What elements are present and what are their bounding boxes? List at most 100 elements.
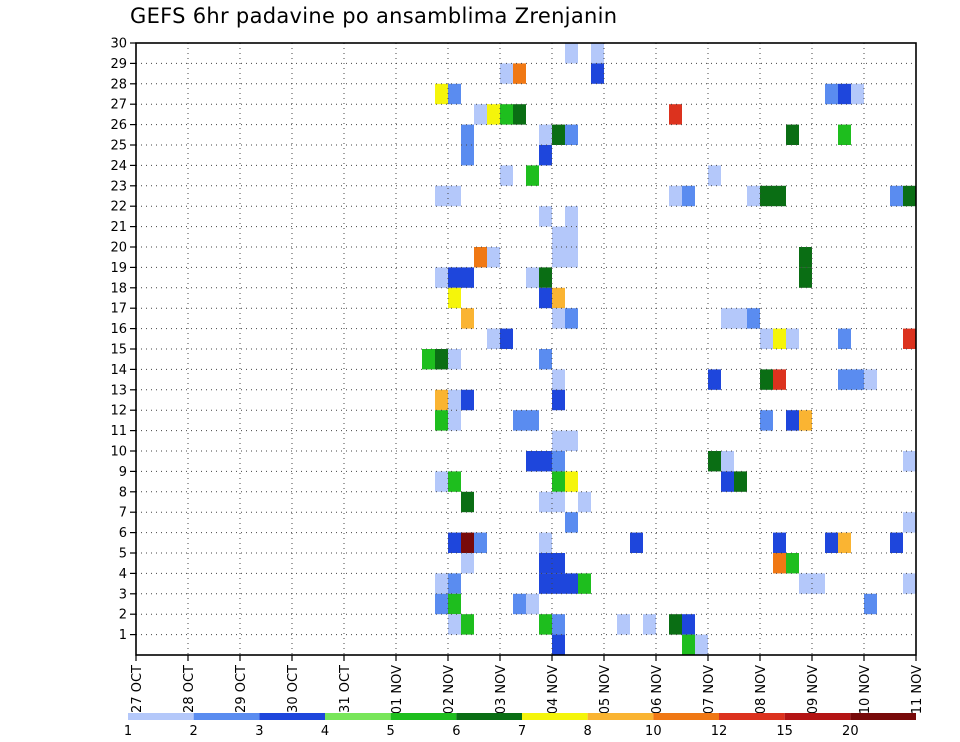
colorbar-label: 5 (387, 724, 395, 739)
y-tick-label: 24 (110, 159, 127, 174)
heatmap-cell (435, 593, 448, 615)
y-tick-label: 18 (110, 281, 127, 296)
heatmap-cell (526, 410, 539, 431)
heatmap-cell (448, 471, 461, 492)
heatmap-cell (474, 532, 487, 553)
heatmap-cell (539, 614, 552, 635)
heatmap-cell (565, 247, 578, 268)
y-tick-label: 12 (110, 404, 127, 419)
y-tick-label: 7 (119, 506, 127, 521)
heatmap-cell (448, 267, 461, 288)
heatmap-cell (539, 206, 552, 227)
heatmap-cell (448, 573, 461, 594)
y-tick-label: 14 (110, 363, 127, 378)
heatmap-cell (786, 328, 799, 349)
y-tick-label: 30 (110, 37, 127, 52)
heatmap-cell (565, 512, 578, 533)
heatmap-cell (461, 389, 474, 411)
heatmap-cell (539, 145, 552, 166)
heatmap-cell (474, 104, 487, 125)
heatmap-cell (500, 63, 513, 84)
x-tick-label: 03 NOV (494, 665, 509, 714)
y-tick-label: 13 (110, 383, 127, 398)
colorbar-segment (587, 713, 654, 720)
y-tick-label: 21 (110, 220, 127, 235)
heatmap-cell (864, 593, 877, 615)
y-tick-label: 16 (110, 322, 127, 337)
heatmap-cell (526, 593, 539, 615)
heatmap-cell (513, 593, 526, 615)
heatmap-cell (552, 308, 565, 329)
heatmap-cell (578, 573, 591, 594)
heatmap-cell (552, 491, 565, 513)
colorbar-label: 8 (584, 724, 592, 739)
x-tick-label: 10 NOV (858, 665, 873, 714)
heatmap-cell (513, 63, 526, 84)
heatmap-cell (799, 573, 812, 594)
heatmap-cell (617, 614, 630, 635)
heatmap-cell (838, 124, 851, 145)
heatmap-cell (851, 369, 864, 390)
heatmap-cell (435, 573, 448, 594)
heatmap-cell (903, 573, 916, 594)
heatmap-cell (760, 410, 773, 431)
heatmap-cell (552, 634, 565, 655)
heatmap-cell (786, 124, 799, 145)
heatmap-cell (903, 328, 916, 349)
heatmap-cell (474, 247, 487, 268)
heatmap-cell (825, 532, 838, 553)
heatmap-cell (760, 369, 773, 390)
colorbar-label: 15 (776, 724, 793, 739)
heatmap-cell (630, 532, 643, 553)
heatmap-cell (773, 532, 786, 553)
heatmap-cell (552, 451, 565, 472)
chart-title: GEFS 6hr padavine po ansamblima Zrenjani… (130, 4, 618, 28)
y-tick-label: 8 (119, 485, 127, 500)
colorbar-segment (456, 713, 522, 720)
heatmap-cell (695, 634, 708, 655)
y-tick-label: 6 (119, 526, 127, 541)
heatmap-cell (487, 328, 500, 349)
heatmap-cell (461, 614, 474, 635)
x-tick-label: 11 NOV (910, 665, 925, 714)
heatmap-cell (565, 124, 578, 145)
colorbar-segment (128, 713, 194, 720)
heatmap-cell (448, 532, 461, 553)
heatmap-cell (435, 389, 448, 411)
x-tick-label: 29 OCT (234, 665, 249, 713)
x-tick-label: 09 NOV (806, 665, 821, 714)
x-tick-label: 06 NOV (650, 665, 665, 714)
colorbar: 1 2 3 4 5 6 7 8 10 12 15 20 (124, 713, 916, 739)
heatmap-cell (435, 185, 448, 207)
colorbar-segment (325, 713, 391, 720)
heatmap-cell (552, 430, 565, 451)
colorbar-segment (193, 713, 260, 720)
heatmap-cell (552, 553, 565, 574)
heatmap-cell (838, 532, 851, 553)
heatmap-cell (747, 185, 760, 207)
colorbar-segment (653, 713, 719, 720)
heatmap-cell (903, 512, 916, 533)
heatmap-cell (435, 267, 448, 288)
heatmap-cell (461, 532, 474, 553)
heatmap-cell (552, 573, 565, 594)
heatmap-cell (539, 349, 552, 370)
heatmap-cell (500, 165, 513, 186)
heatmap-cell (552, 287, 565, 309)
heatmap-cell (890, 185, 903, 207)
heatmap-cell (500, 104, 513, 125)
heatmap-cell (552, 124, 565, 145)
heatmap-cell (773, 369, 786, 390)
heatmap-cell (734, 471, 747, 492)
y-tick-label: 28 (110, 77, 127, 92)
y-tick-label: 3 (119, 587, 127, 602)
heatmap-cell (669, 104, 682, 125)
heatmap-cell (799, 267, 812, 288)
heatmap-cell (773, 328, 786, 349)
colorbar-label: 7 (518, 724, 526, 739)
x-tick-label: 08 NOV (754, 665, 769, 714)
heatmap-cell (435, 471, 448, 492)
y-tick-label: 2 (119, 608, 127, 623)
y-tick-label: 11 (110, 424, 127, 439)
heatmap-cell (552, 226, 565, 247)
